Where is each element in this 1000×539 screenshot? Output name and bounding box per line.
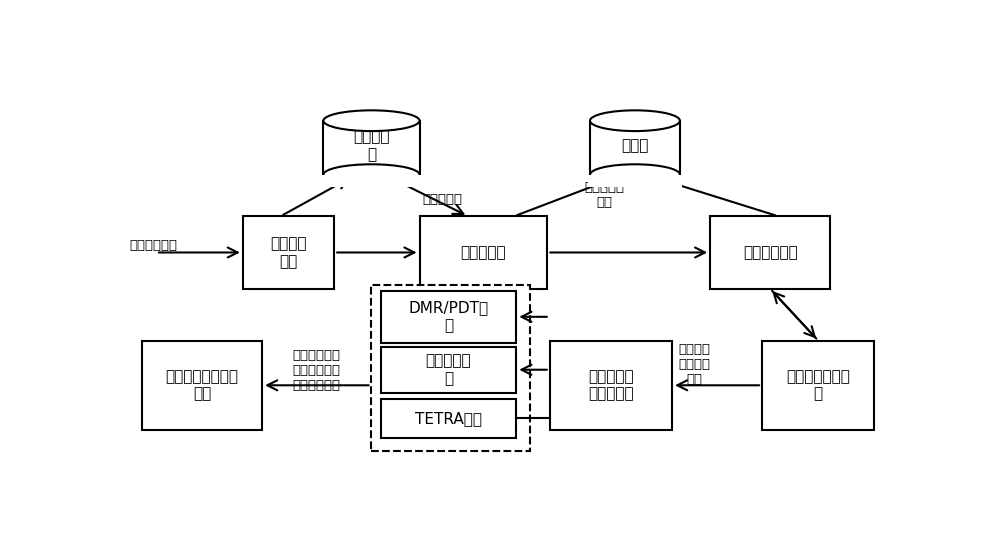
Text: 搜索元群组: 搜索元群组	[461, 245, 506, 260]
Polygon shape	[321, 175, 422, 187]
FancyBboxPatch shape	[142, 341, 262, 430]
Text: 集群通讯人员通讯
终端: 集群通讯人员通讯 终端	[166, 369, 239, 402]
Polygon shape	[588, 175, 682, 187]
FancyBboxPatch shape	[550, 341, 672, 430]
Ellipse shape	[590, 164, 680, 185]
Text: 相似度阈值
判定: 相似度阈值 判定	[584, 182, 624, 210]
FancyBboxPatch shape	[243, 216, 334, 289]
Text: 布控库: 布控库	[621, 138, 649, 153]
Ellipse shape	[323, 164, 420, 185]
FancyBboxPatch shape	[381, 399, 516, 438]
Text: 模拟常规网
关: 模拟常规网 关	[426, 354, 471, 386]
Text: 布控告警单元接
口: 布控告警单元接 口	[786, 369, 850, 402]
Text: TETRA网关: TETRA网关	[415, 411, 482, 426]
Text: 布控告警单元: 布控告警单元	[743, 245, 798, 260]
Text: DMR/PDT网
关: DMR/PDT网 关	[409, 301, 489, 333]
FancyBboxPatch shape	[420, 216, 547, 289]
Ellipse shape	[590, 110, 680, 131]
FancyBboxPatch shape	[710, 216, 830, 289]
Ellipse shape	[323, 110, 420, 131]
Text: 图文结合消息
文本短信消息
自动语音消息: 图文结合消息 文本短信消息 自动语音消息	[292, 349, 340, 392]
Polygon shape	[590, 121, 680, 175]
Text: 引擎识别
群组: 引擎识别 群组	[270, 236, 307, 268]
Text: 归类及索引: 归类及索引	[423, 193, 463, 206]
FancyBboxPatch shape	[371, 285, 530, 451]
Text: 数据人脸
图: 数据人脸 图	[353, 129, 390, 162]
FancyBboxPatch shape	[381, 347, 516, 392]
FancyBboxPatch shape	[381, 291, 516, 343]
FancyBboxPatch shape	[762, 341, 874, 430]
Text: 根据订阅
消息处理
回调: 根据订阅 消息处理 回调	[679, 343, 711, 386]
Text: 获取人脸图像: 获取人脸图像	[129, 239, 177, 252]
Text: 专网布控告
警应用单元: 专网布控告 警应用单元	[588, 369, 634, 402]
Polygon shape	[323, 121, 420, 175]
